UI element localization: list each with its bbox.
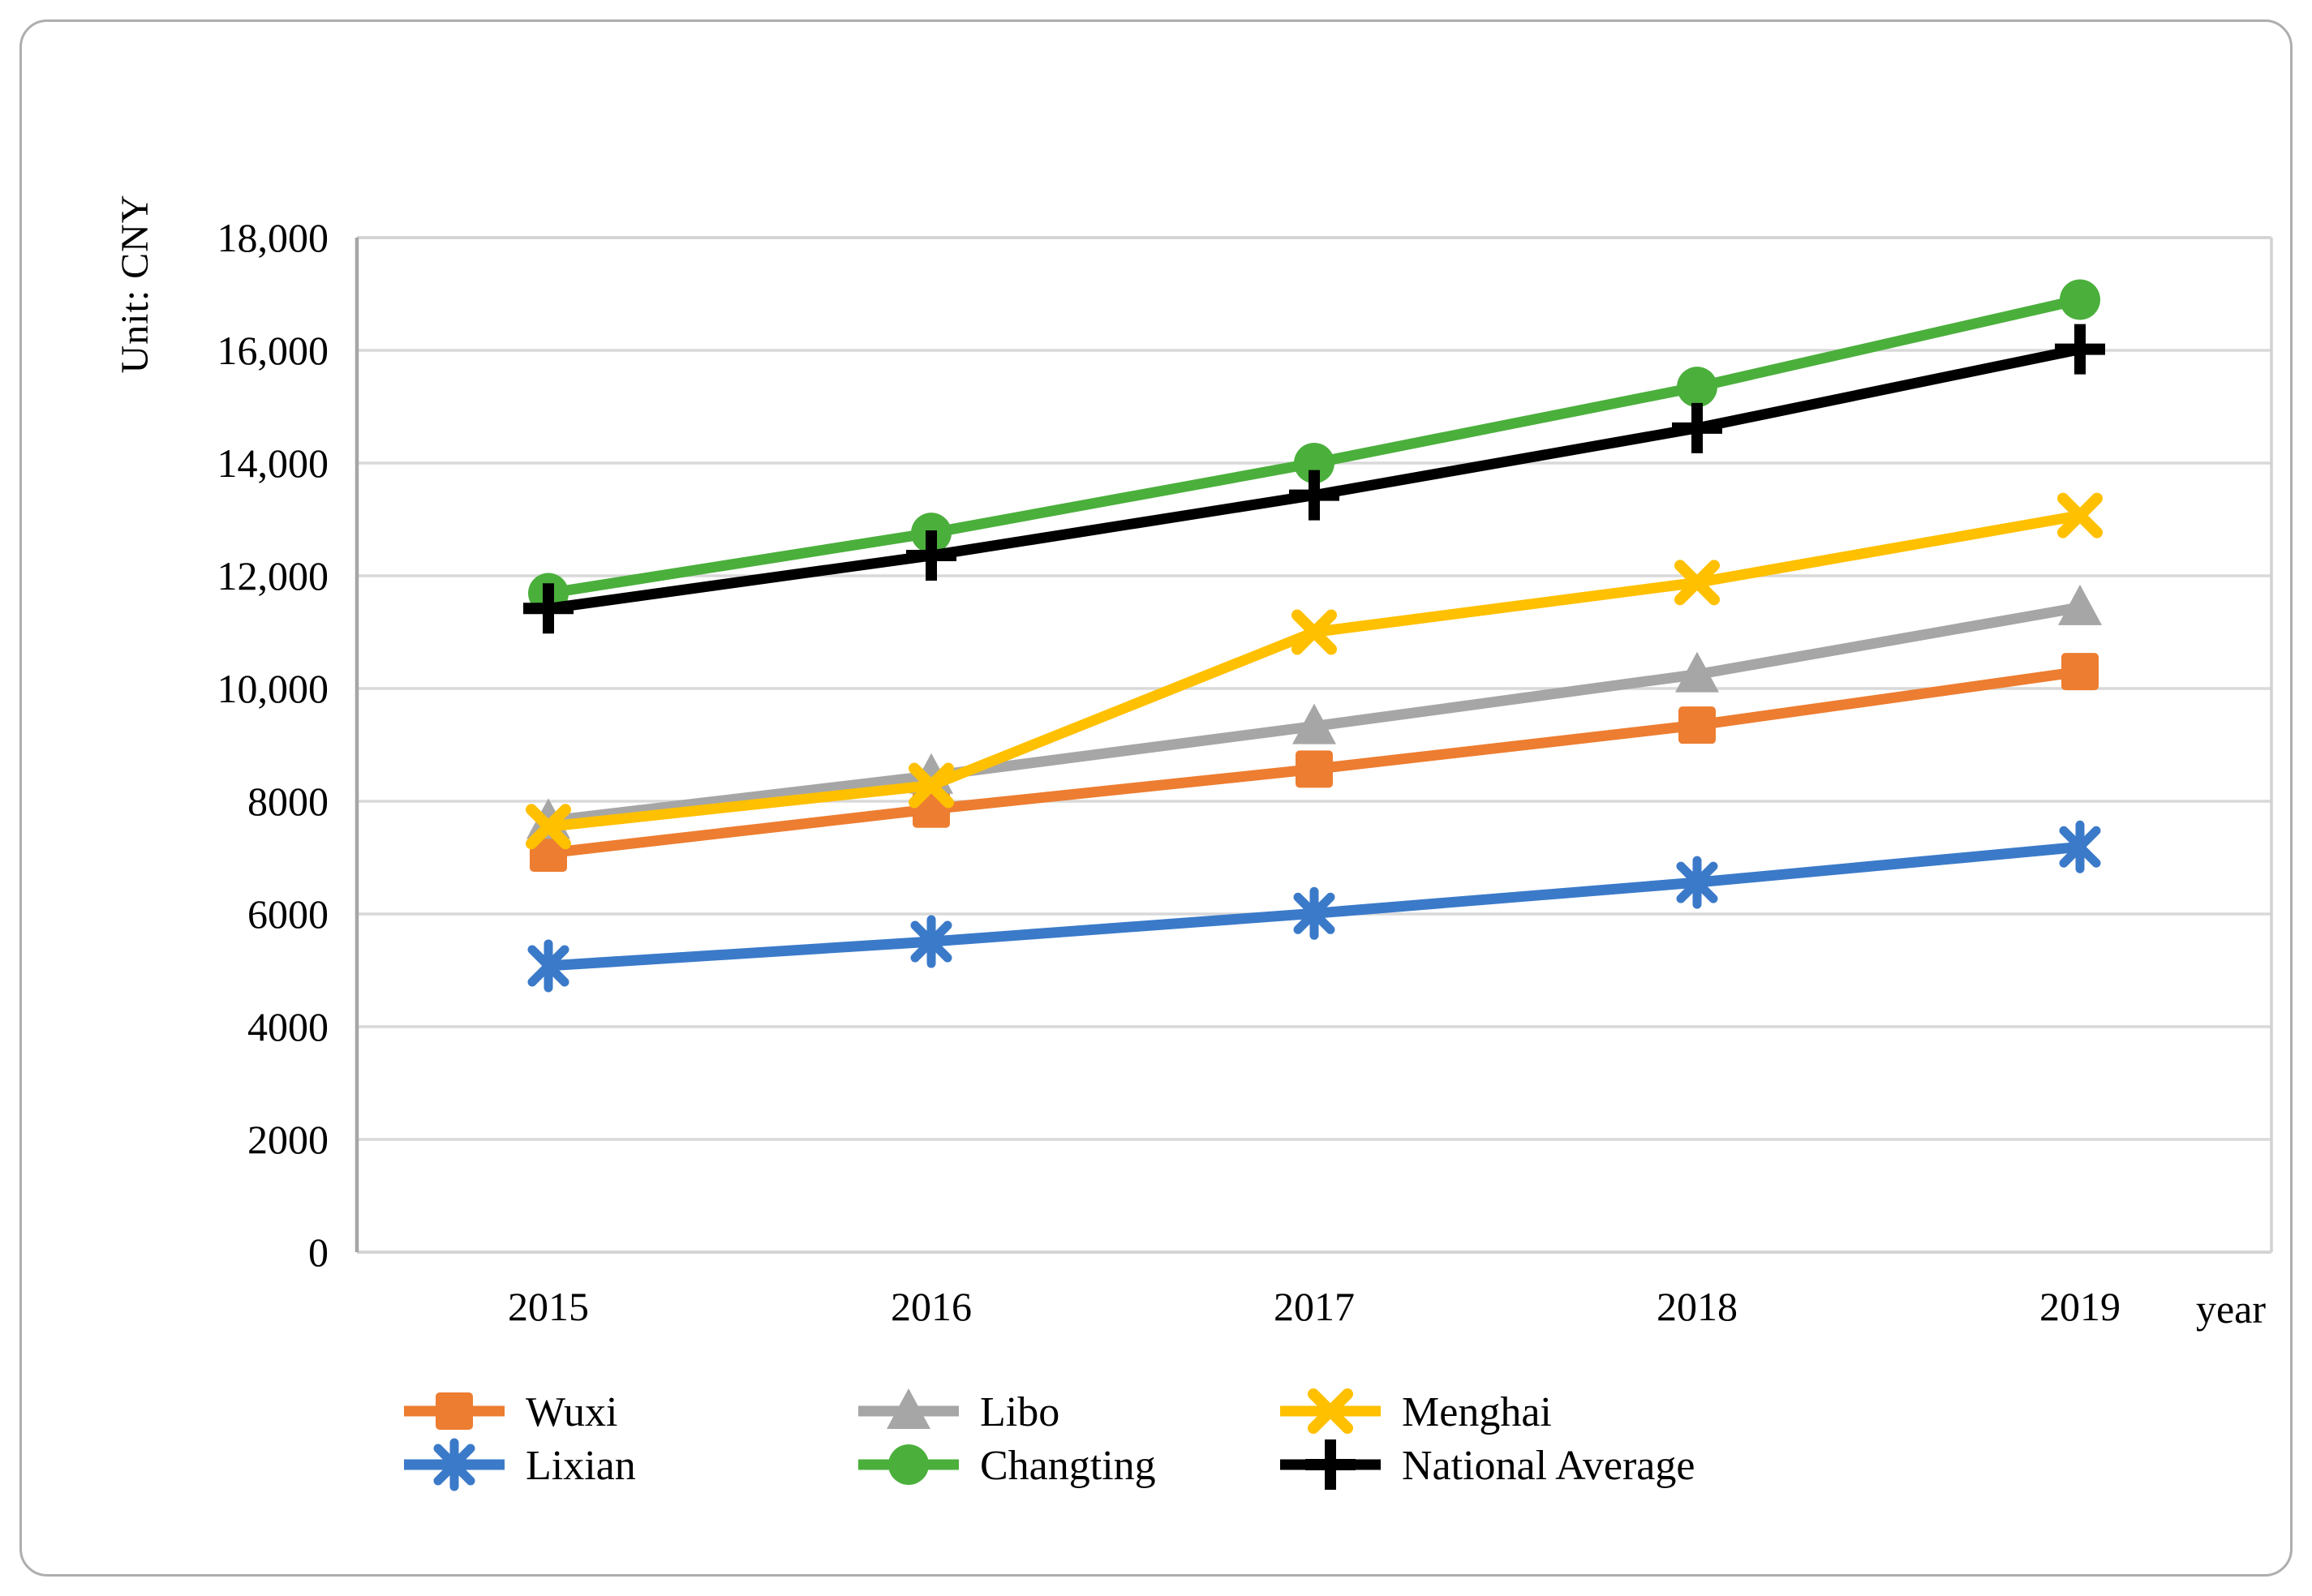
legend-label-menghai: Menghai	[1402, 1389, 1552, 1435]
y-tick-label: 4000	[247, 1004, 329, 1049]
legend-marker-lixian	[433, 1438, 475, 1491]
marker-libo-2018-glyph	[1675, 651, 1719, 693]
legend-marker-national-average-glyph	[1305, 1439, 1356, 1490]
marker-lixian-2015-glyph	[527, 939, 569, 993]
marker-changting-2018-glyph	[1677, 367, 1717, 408]
marker-national-average-2019	[2055, 324, 2105, 375]
x-tick-label: 2018	[1657, 1284, 1738, 1329]
y-tick-label: 18,000	[217, 215, 329, 260]
legend-label-wuxi: Wuxi	[526, 1389, 617, 1435]
marker-wuxi-2018-glyph	[1678, 706, 1716, 744]
x-axis-title: year	[2195, 1286, 2267, 1332]
legend-marker-menghai-glyph	[1308, 1388, 1353, 1434]
x-tick-label: 2016	[891, 1284, 972, 1329]
y-tick-label: 8000	[247, 779, 329, 824]
marker-lixian-2016	[910, 915, 952, 968]
marker-national-average-2016	[906, 530, 956, 581]
legend-marker-changting	[888, 1444, 929, 1485]
y-tick-label: 6000	[247, 891, 329, 937]
y-tick-label: 12,000	[217, 553, 329, 598]
marker-libo-2019-glyph	[2058, 584, 2102, 625]
marker-lixian-2018-glyph	[1676, 856, 1718, 909]
y-tick-label: 10,000	[217, 666, 329, 711]
marker-wuxi-2019-glyph	[2061, 653, 2099, 691]
marker-libo-2017-glyph	[1292, 703, 1336, 744]
marker-changting-2019-glyph	[2060, 279, 2100, 320]
legend-marker-menghai	[1308, 1388, 1353, 1434]
marker-national-average-2015-glyph	[523, 583, 574, 634]
marker-menghai-2017	[1291, 609, 1337, 655]
y-tick-label: 14,000	[217, 440, 329, 486]
marker-changting-2017	[1294, 443, 1334, 483]
marker-lixian-2019	[2059, 820, 2101, 873]
marker-national-average-2017	[1289, 470, 1339, 521]
marker-libo-2018	[1675, 651, 1719, 693]
marker-lixian-2016-glyph	[910, 915, 952, 968]
marker-lixian-2017-glyph	[1293, 886, 1335, 940]
legend-marker-lixian-glyph	[433, 1438, 475, 1491]
marker-changting-2018	[1677, 367, 1717, 408]
marker-wuxi-2019	[2061, 653, 2099, 691]
marker-lixian-2019-glyph	[2059, 820, 2101, 873]
legend-label-libo: Libo	[980, 1389, 1059, 1435]
marker-menghai-2019	[2057, 492, 2103, 538]
marker-national-average-2018-glyph	[1672, 402, 1722, 453]
marker-menghai-2017-glyph	[1291, 609, 1337, 655]
marker-changting-2017-glyph	[1294, 443, 1334, 483]
legend-marker-libo	[887, 1388, 930, 1429]
legend-marker-changting-glyph	[888, 1444, 929, 1485]
y-tick-label: 2000	[247, 1117, 329, 1162]
marker-menghai-2016-glyph	[909, 762, 954, 809]
legend-marker-libo-glyph	[887, 1388, 930, 1429]
x-tick-label: 2017	[1274, 1284, 1355, 1329]
marker-menghai-2015-glyph	[526, 804, 571, 850]
marker-national-average-2016-glyph	[906, 530, 956, 581]
legend-marker-national-average	[1305, 1439, 1356, 1490]
marker-wuxi-2018	[1678, 706, 1716, 744]
y-axis-title: Unit: CNY	[114, 194, 157, 374]
marker-menghai-2015	[526, 804, 571, 850]
x-tick-label: 2019	[2039, 1284, 2121, 1329]
marker-changting-2019	[2060, 279, 2100, 320]
marker-national-average-2019-glyph	[2055, 324, 2105, 375]
x-tick-label: 2015	[508, 1284, 589, 1329]
legend-label-changting: Changting	[980, 1443, 1156, 1489]
marker-libo-2019	[2058, 584, 2102, 625]
marker-national-average-2015	[523, 583, 574, 634]
marker-national-average-2018	[1672, 402, 1722, 453]
legend-marker-wuxi	[436, 1392, 473, 1430]
legend-label-national-average: National Average	[1402, 1443, 1695, 1489]
y-tick-label: 16,000	[217, 328, 329, 373]
marker-menghai-2016	[909, 762, 954, 809]
marker-libo-2017	[1292, 703, 1336, 744]
y-tick-label: 0	[308, 1229, 329, 1275]
marker-menghai-2018-glyph	[1674, 560, 1720, 606]
marker-menghai-2019-glyph	[2057, 492, 2103, 538]
marker-lixian-2017	[1293, 886, 1335, 940]
marker-wuxi-2017-glyph	[1296, 750, 1333, 788]
legend-label-lixian: Lixian	[526, 1443, 636, 1489]
marker-lixian-2015	[527, 939, 569, 993]
legend-marker-wuxi-glyph	[436, 1392, 473, 1430]
marker-national-average-2017-glyph	[1289, 470, 1339, 521]
marker-menghai-2018	[1674, 560, 1720, 606]
marker-wuxi-2017	[1296, 750, 1333, 788]
marker-lixian-2018	[1676, 856, 1718, 909]
